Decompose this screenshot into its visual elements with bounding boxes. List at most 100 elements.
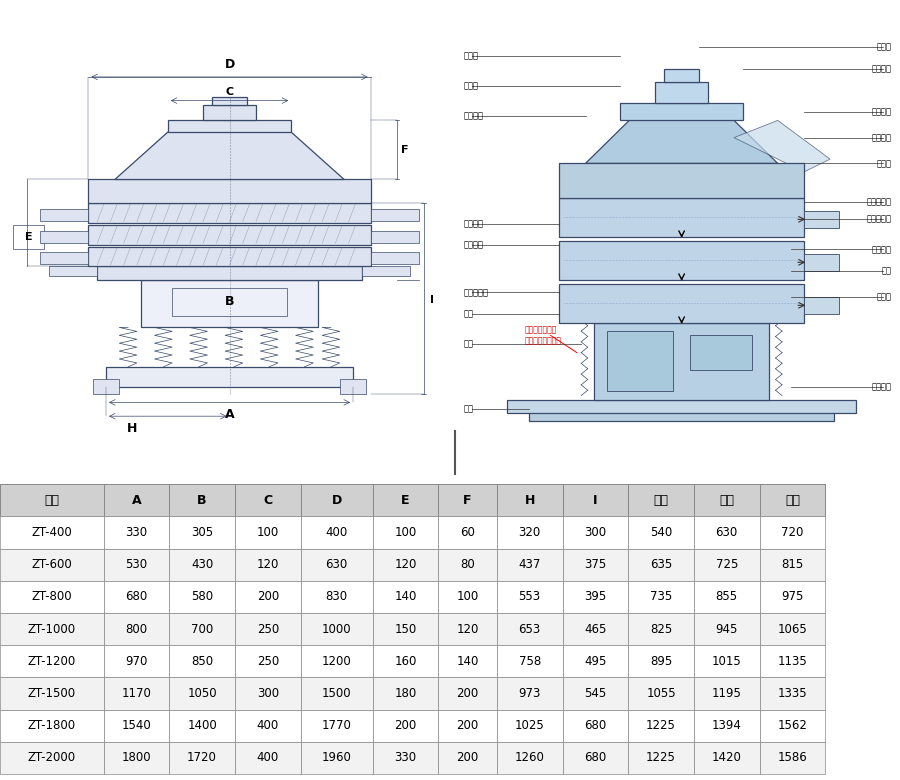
Text: 855: 855: [716, 590, 738, 604]
Text: ZT-600: ZT-600: [32, 558, 72, 571]
Bar: [235, 613, 301, 645]
Text: A: A: [131, 494, 141, 507]
Bar: [760, 484, 825, 516]
Text: 160: 160: [394, 654, 417, 668]
Text: I: I: [593, 494, 598, 507]
Text: 辅助筛网: 辅助筛网: [871, 108, 891, 116]
Bar: [169, 742, 235, 774]
Bar: [301, 548, 373, 581]
Text: C: C: [263, 494, 273, 507]
Bar: [362, 266, 410, 276]
Bar: [169, 645, 235, 677]
Bar: [212, 97, 248, 105]
Bar: [804, 211, 839, 228]
Bar: [438, 484, 497, 516]
Bar: [0, 742, 104, 774]
Bar: [760, 581, 825, 613]
Bar: [0, 710, 104, 742]
Bar: [438, 548, 497, 581]
Bar: [106, 367, 353, 387]
Bar: [373, 742, 438, 774]
Bar: [562, 645, 628, 677]
Text: ZT-400: ZT-400: [32, 526, 72, 539]
Text: 200: 200: [456, 687, 479, 700]
Bar: [760, 645, 825, 677]
Text: 1720: 1720: [187, 751, 217, 764]
Text: 底部框架: 底部框架: [464, 240, 483, 250]
Text: 330: 330: [394, 751, 417, 764]
Text: B: B: [225, 296, 234, 308]
Bar: [694, 484, 760, 516]
Bar: [562, 677, 628, 710]
Text: 100: 100: [456, 590, 479, 604]
Text: 970: 970: [125, 654, 148, 668]
Text: 530: 530: [125, 558, 148, 571]
Bar: [628, 484, 694, 516]
Bar: [169, 484, 235, 516]
Bar: [497, 548, 562, 581]
Bar: [655, 82, 707, 103]
Bar: [235, 516, 301, 548]
Text: 700: 700: [191, 622, 213, 636]
Text: 725: 725: [716, 558, 738, 571]
Bar: [104, 613, 169, 645]
Text: 465: 465: [584, 622, 607, 636]
Text: 1170: 1170: [122, 687, 151, 700]
Text: 400: 400: [256, 719, 279, 732]
Text: 330: 330: [125, 526, 148, 539]
Text: 80: 80: [460, 558, 475, 571]
Text: 1960: 1960: [321, 751, 352, 764]
Text: 1540: 1540: [122, 719, 151, 732]
Text: 140: 140: [394, 590, 417, 604]
Bar: [301, 742, 373, 774]
Text: 1770: 1770: [321, 719, 352, 732]
Text: 一般结构图: 一般结构图: [645, 443, 705, 462]
Text: 735: 735: [650, 590, 672, 604]
Polygon shape: [115, 132, 344, 179]
Bar: [104, 677, 169, 710]
Text: 球形清洁板: 球形清洁板: [867, 197, 891, 207]
Text: 1500: 1500: [322, 687, 351, 700]
Text: 300: 300: [256, 687, 279, 700]
Bar: [438, 677, 497, 710]
Bar: [49, 266, 97, 276]
Text: 120: 120: [456, 622, 479, 636]
Bar: [628, 613, 694, 645]
Text: C: C: [225, 87, 234, 97]
Bar: [340, 379, 366, 395]
Bar: [760, 742, 825, 774]
Text: 振体: 振体: [881, 267, 891, 275]
Bar: [141, 280, 318, 328]
Text: 200: 200: [256, 590, 279, 604]
Bar: [0, 645, 104, 677]
Text: 底座: 底座: [464, 404, 473, 413]
Text: 200: 200: [456, 719, 479, 732]
Text: 975: 975: [781, 590, 804, 604]
Text: 825: 825: [650, 622, 672, 636]
Text: ZT-800: ZT-800: [32, 590, 72, 604]
Bar: [0, 516, 104, 548]
Text: 945: 945: [716, 622, 738, 636]
Text: 橡胶球: 橡胶球: [877, 159, 891, 168]
Text: 580: 580: [191, 590, 213, 604]
Bar: [373, 645, 438, 677]
Bar: [40, 231, 88, 243]
Bar: [628, 742, 694, 774]
Text: 815: 815: [781, 558, 804, 571]
Bar: [104, 645, 169, 677]
Bar: [235, 645, 301, 677]
Text: 弹簧: 弹簧: [464, 339, 473, 349]
Bar: [608, 331, 673, 392]
Text: 635: 635: [650, 558, 672, 571]
Bar: [497, 613, 562, 645]
Bar: [371, 231, 419, 243]
Text: 束环: 束环: [464, 310, 473, 318]
Bar: [694, 645, 760, 677]
Bar: [301, 677, 373, 710]
Text: 电动机: 电动机: [877, 292, 891, 301]
Bar: [0, 613, 104, 645]
Text: 140: 140: [456, 654, 479, 668]
Bar: [438, 613, 497, 645]
Text: 100: 100: [394, 526, 417, 539]
Text: 1195: 1195: [712, 687, 742, 700]
